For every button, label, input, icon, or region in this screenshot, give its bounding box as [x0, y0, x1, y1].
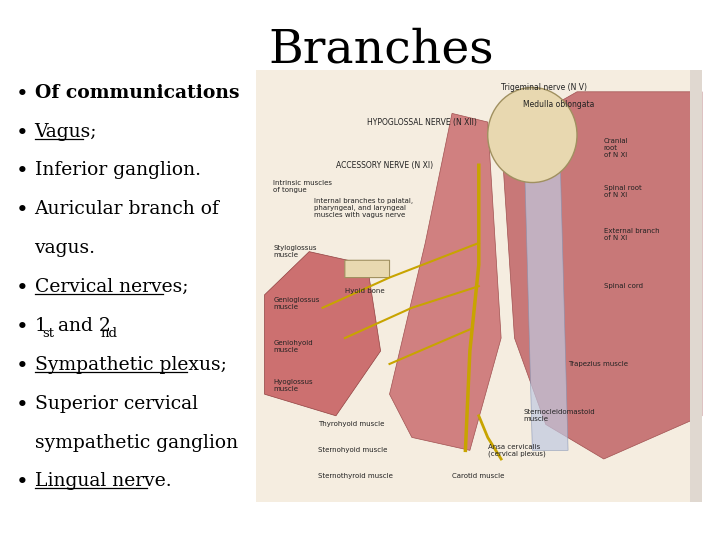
Text: •: •	[16, 472, 29, 492]
Text: External branch
of N XI: External branch of N XI	[604, 228, 660, 241]
Text: nd: nd	[101, 327, 118, 340]
Text: Ansa cervicalis
(cervical plexus): Ansa cervicalis (cervical plexus)	[487, 444, 546, 457]
Text: •: •	[16, 278, 29, 298]
FancyBboxPatch shape	[345, 260, 390, 278]
Text: Lingual nerve.: Lingual nerve.	[35, 472, 171, 490]
Text: Carotid muscle: Carotid muscle	[452, 473, 505, 480]
Text: Sternothyroid muscle: Sternothyroid muscle	[318, 473, 393, 480]
Text: Intrinsic muscles
of tongue: Intrinsic muscles of tongue	[274, 180, 333, 193]
Text: sympathetic ganglion: sympathetic ganglion	[35, 434, 238, 451]
Text: •: •	[16, 395, 29, 415]
Text: HYPOGLOSSAL NERVE (N XII): HYPOGLOSSAL NERVE (N XII)	[367, 118, 477, 126]
Text: Branches: Branches	[269, 27, 495, 72]
Polygon shape	[264, 252, 381, 416]
Text: Genioglossus
muscle: Genioglossus muscle	[274, 297, 320, 310]
Text: Hyoid bone: Hyoid bone	[345, 287, 384, 294]
Polygon shape	[523, 122, 568, 450]
Bar	[690, 70, 702, 502]
Polygon shape	[501, 92, 702, 459]
Text: Hyoglossus
muscle: Hyoglossus muscle	[274, 379, 313, 392]
Text: Internal branches to palatal,
pharyngeal, and laryngeal
muscles with vagus nerve: Internal branches to palatal, pharyngeal…	[314, 198, 413, 219]
Text: Medulla oblongata: Medulla oblongata	[523, 100, 595, 109]
Text: •: •	[16, 123, 29, 143]
Text: •: •	[16, 161, 29, 181]
Text: •: •	[16, 84, 29, 104]
Text: 1: 1	[35, 317, 46, 335]
Text: Geniohyoid
muscle: Geniohyoid muscle	[274, 340, 313, 353]
Text: •: •	[16, 356, 29, 376]
Text: •: •	[16, 317, 29, 337]
Text: Superior cervical: Superior cervical	[35, 395, 197, 413]
Bar	[256, 70, 702, 502]
Text: Trigeminal nerve (N V): Trigeminal nerve (N V)	[501, 83, 587, 92]
Ellipse shape	[487, 87, 577, 183]
Text: •: •	[16, 200, 29, 220]
Text: Spinal root
of N XI: Spinal root of N XI	[604, 185, 642, 198]
Text: st: st	[42, 327, 55, 340]
Text: Trapezius muscle: Trapezius muscle	[568, 361, 628, 367]
Text: and 2: and 2	[53, 317, 111, 335]
Text: ACCESSORY NERVE (N XI): ACCESSORY NERVE (N XI)	[336, 161, 433, 170]
Text: Thyrohyoid muscle: Thyrohyoid muscle	[318, 421, 384, 428]
Polygon shape	[390, 113, 501, 450]
Text: Cranial
root
of N XI: Cranial root of N XI	[604, 138, 629, 158]
Text: Sternohyoid muscle: Sternohyoid muscle	[318, 447, 387, 454]
Text: Auricular branch of: Auricular branch of	[35, 200, 220, 218]
Text: Sympathetic plexus;: Sympathetic plexus;	[35, 356, 226, 374]
Text: Styloglossus
muscle: Styloglossus muscle	[274, 245, 317, 258]
Text: Inferior ganglion.: Inferior ganglion.	[35, 161, 201, 179]
Text: Sternocleidomastoid
muscle: Sternocleidomastoid muscle	[523, 409, 595, 422]
Text: Vagus;: Vagus;	[35, 123, 97, 140]
Text: vagus.: vagus.	[35, 239, 96, 257]
Text: Cervical nerves;: Cervical nerves;	[35, 278, 188, 296]
Text: Of communications: Of communications	[35, 84, 239, 102]
Text: Spinal cord: Spinal cord	[604, 283, 643, 289]
